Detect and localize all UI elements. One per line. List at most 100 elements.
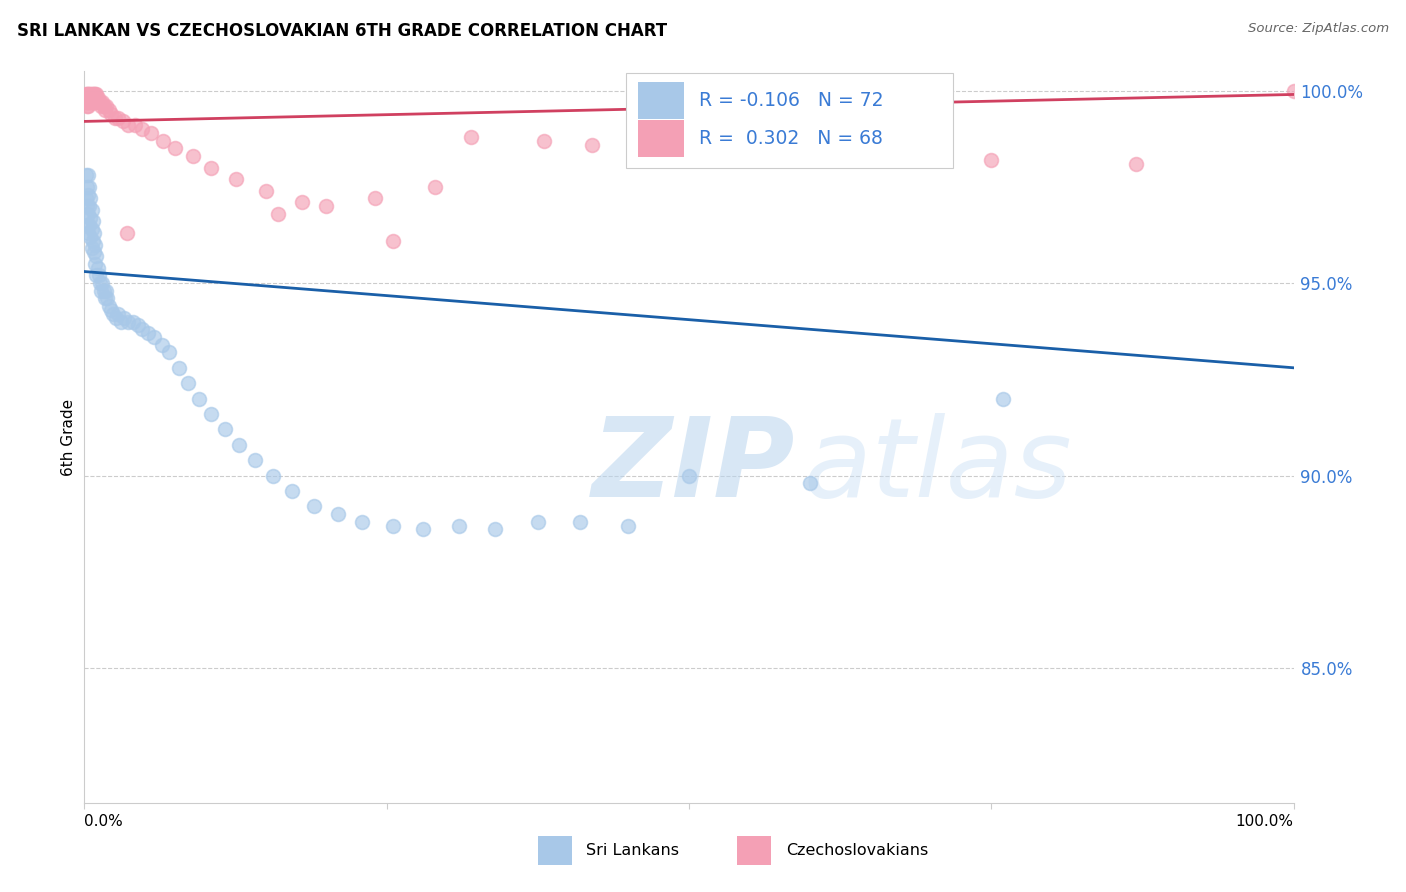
Point xyxy=(79,87,101,102)
Point xyxy=(87,95,110,110)
Point xyxy=(150,337,173,351)
Point xyxy=(100,303,122,318)
Point xyxy=(117,315,139,329)
Text: SRI LANKAN VS CZECHOSLOVAKIAN 6TH GRADE CORRELATION CHART: SRI LANKAN VS CZECHOSLOVAKIAN 6TH GRADE … xyxy=(17,22,666,40)
FancyBboxPatch shape xyxy=(638,120,685,157)
Point xyxy=(328,507,350,521)
Point xyxy=(83,87,105,102)
Point xyxy=(131,322,153,336)
Point xyxy=(77,95,100,110)
Point xyxy=(381,518,404,533)
Point xyxy=(139,126,162,140)
Point xyxy=(617,518,640,533)
Point xyxy=(86,95,108,110)
Point xyxy=(89,276,111,290)
Point xyxy=(157,345,180,359)
Text: Sri Lankans: Sri Lankans xyxy=(586,843,679,858)
Point xyxy=(152,134,174,148)
Point xyxy=(110,315,132,329)
Point xyxy=(131,122,153,136)
Point xyxy=(262,468,284,483)
Point xyxy=(84,87,107,102)
Point xyxy=(1282,84,1305,98)
Point xyxy=(115,226,138,240)
Point xyxy=(678,141,700,155)
Point xyxy=(75,87,97,102)
Point xyxy=(799,476,821,491)
Point xyxy=(243,453,266,467)
Point xyxy=(77,87,100,102)
Point xyxy=(82,87,104,102)
Y-axis label: 6th Grade: 6th Grade xyxy=(60,399,76,475)
Point xyxy=(412,523,434,537)
Point xyxy=(302,500,325,514)
Point xyxy=(77,91,100,105)
FancyBboxPatch shape xyxy=(737,836,770,865)
Point xyxy=(254,184,277,198)
Point xyxy=(96,292,118,306)
Text: 100.0%: 100.0% xyxy=(1236,814,1294,830)
FancyBboxPatch shape xyxy=(538,836,572,865)
Point xyxy=(94,99,117,113)
Point xyxy=(678,468,700,483)
Point xyxy=(79,91,101,105)
Text: 0.0%: 0.0% xyxy=(84,814,124,830)
Point xyxy=(225,172,247,186)
Point xyxy=(569,515,592,529)
Point xyxy=(214,422,236,436)
Point xyxy=(80,91,103,105)
Point xyxy=(84,257,107,271)
Point xyxy=(86,249,108,263)
Point xyxy=(82,234,104,248)
Point xyxy=(980,153,1002,167)
Point xyxy=(76,179,98,194)
Point xyxy=(83,245,105,260)
Point xyxy=(527,515,550,529)
Point xyxy=(97,299,120,313)
Point xyxy=(90,99,112,113)
Point xyxy=(76,91,98,105)
Point xyxy=(581,137,603,152)
Point xyxy=(80,222,103,236)
Text: R = -0.106   N = 72: R = -0.106 N = 72 xyxy=(699,91,883,110)
Point xyxy=(91,276,114,290)
Point xyxy=(77,87,100,102)
Point xyxy=(76,219,98,233)
Point xyxy=(75,169,97,183)
Point xyxy=(77,99,100,113)
Point xyxy=(124,118,146,132)
Point xyxy=(76,99,98,113)
Point xyxy=(86,87,108,102)
Point xyxy=(100,106,122,120)
Point xyxy=(352,515,374,529)
Point xyxy=(75,95,97,110)
Text: Czechoslovakians: Czechoslovakians xyxy=(786,843,928,858)
Point xyxy=(86,268,108,283)
Point xyxy=(86,260,108,275)
Point xyxy=(200,161,222,175)
Point xyxy=(103,307,125,321)
Point xyxy=(775,145,797,160)
Point xyxy=(87,268,110,283)
Point xyxy=(484,523,506,537)
Point xyxy=(315,199,337,213)
Point xyxy=(143,330,166,344)
Point xyxy=(97,103,120,117)
Point xyxy=(93,99,115,113)
Point xyxy=(84,237,107,252)
Point xyxy=(112,310,135,325)
Point xyxy=(1125,157,1147,171)
Point xyxy=(363,191,385,205)
Point xyxy=(83,95,105,110)
Text: atlas: atlas xyxy=(804,413,1073,520)
Point xyxy=(104,310,127,325)
Point xyxy=(281,483,304,498)
Point xyxy=(91,95,114,110)
Point xyxy=(82,91,104,105)
Point xyxy=(460,129,482,144)
Text: ZIP: ZIP xyxy=(592,413,796,520)
Point xyxy=(112,114,135,128)
Point xyxy=(117,118,139,132)
FancyBboxPatch shape xyxy=(638,82,685,119)
Point xyxy=(93,284,115,298)
